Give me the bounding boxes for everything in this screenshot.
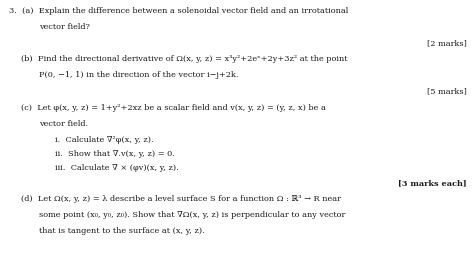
Text: P(0, −1, 1) in the direction of the vector i−j+2k.: P(0, −1, 1) in the direction of the vect…: [39, 71, 238, 79]
Text: (d)  Let Ω(x, y, z) = λ describe a level surface S for a function Ω : ℝ³ → R nea: (d) Let Ω(x, y, z) = λ describe a level …: [21, 195, 341, 203]
Text: that is tangent to the surface at (x, y, z).: that is tangent to the surface at (x, y,…: [39, 227, 205, 235]
Text: iii.  Calculate ∇ × (φv)(x, y, z).: iii. Calculate ∇ × (φv)(x, y, z).: [55, 164, 178, 172]
Text: ii.  Show that ∇.v(x, y, z) = 0.: ii. Show that ∇.v(x, y, z) = 0.: [55, 150, 174, 158]
Text: vector field?: vector field?: [39, 23, 90, 31]
Text: i.  Calculate ∇²φ(x, y, z).: i. Calculate ∇²φ(x, y, z).: [55, 136, 153, 144]
Text: vector field.: vector field.: [39, 120, 88, 128]
Text: [2 marks]: [2 marks]: [427, 40, 467, 48]
Text: some point (x₀, y₀, z₀). Show that ∇Ω(x, y, z) is perpendicular to any vector: some point (x₀, y₀, z₀). Show that ∇Ω(x,…: [39, 211, 345, 219]
Text: [5 marks]: [5 marks]: [427, 87, 467, 95]
Text: [3 marks each]: [3 marks each]: [398, 179, 467, 187]
Text: 3.  (a)  Explain the difference between a solenoidal vector field and an irrotat: 3. (a) Explain the difference between a …: [9, 7, 348, 15]
Text: (c)  Let φ(x, y, z) = 1+y²+2xz be a scalar field and v(x, y, z) = (y, z, x) be a: (c) Let φ(x, y, z) = 1+y²+2xz be a scala…: [21, 104, 326, 112]
Text: (b)  Find the directional derivative of Ω(x, y, z) = x³y²+2eˣ+2y+3z² at the poin: (b) Find the directional derivative of Ω…: [21, 55, 348, 63]
